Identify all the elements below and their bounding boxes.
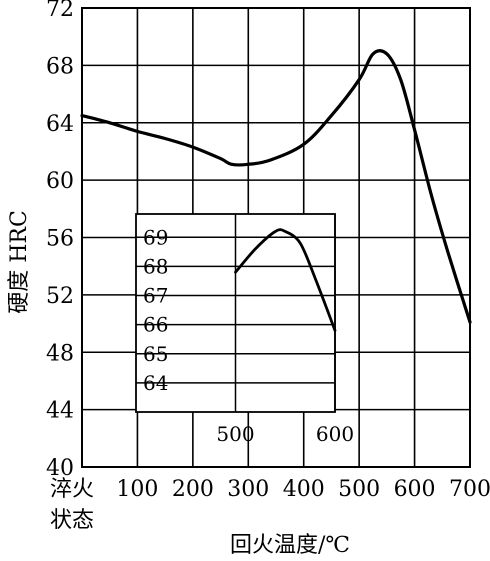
inset-y-tick-label: 66 [143, 313, 168, 337]
main-y-tick-label: 52 [46, 284, 74, 309]
main-x-tick-label: 200 [172, 477, 214, 502]
main-y-tick-label: 44 [46, 399, 74, 424]
inset-chart: 64 65 66 67 68 69 500 600 [135, 213, 354, 446]
quenched-state-label: 淬火 [50, 477, 94, 502]
inset-y-tick-label: 69 [143, 225, 168, 249]
main-x-tick-label: 700 [449, 477, 490, 502]
main-x-tick-label: 100 [116, 477, 158, 502]
inset-y-tick-label: 67 [143, 284, 168, 308]
inset-hardness-curve [234, 228, 337, 332]
main-y-tick-label: 40 [46, 456, 74, 481]
main-y-tick-label: 60 [46, 169, 74, 194]
main-curve-layer [80, 49, 472, 324]
main-x-tick-label: 600 [394, 477, 436, 502]
inset-y-tick-label: 65 [143, 342, 168, 366]
main-x-tick-label: 500 [338, 477, 380, 502]
main-y-tick-label: 68 [46, 54, 74, 79]
inset-x-tick-label: 600 [316, 422, 354, 446]
inset-y-tick-label: 68 [143, 254, 168, 278]
quenched-state-label: 状态 [50, 508, 94, 533]
inset-y-tick-label: 64 [143, 371, 168, 395]
main-x-tick-label: 400 [283, 477, 325, 502]
axis-labels: 40 44 48 52 56 60 64 68 72 100 200 300 400 500 600 700 淬… [7, 0, 490, 558]
main-y-tick-label: 48 [46, 341, 74, 366]
main-y-tick-label: 72 [46, 0, 74, 22]
main-frame-border [81, 7, 471, 468]
main-hardness-curve [80, 49, 472, 324]
main-y-tick-label: 64 [46, 112, 74, 137]
main-y-tick-label: 56 [46, 227, 74, 252]
x-axis-title: 回火温度/℃ [230, 533, 350, 558]
y-axis-title: 硬度 HRC [7, 210, 32, 314]
main-plot-frame [81, 7, 471, 468]
main-x-tick-label: 300 [227, 477, 269, 502]
inset-x-tick-label: 500 [216, 422, 254, 446]
